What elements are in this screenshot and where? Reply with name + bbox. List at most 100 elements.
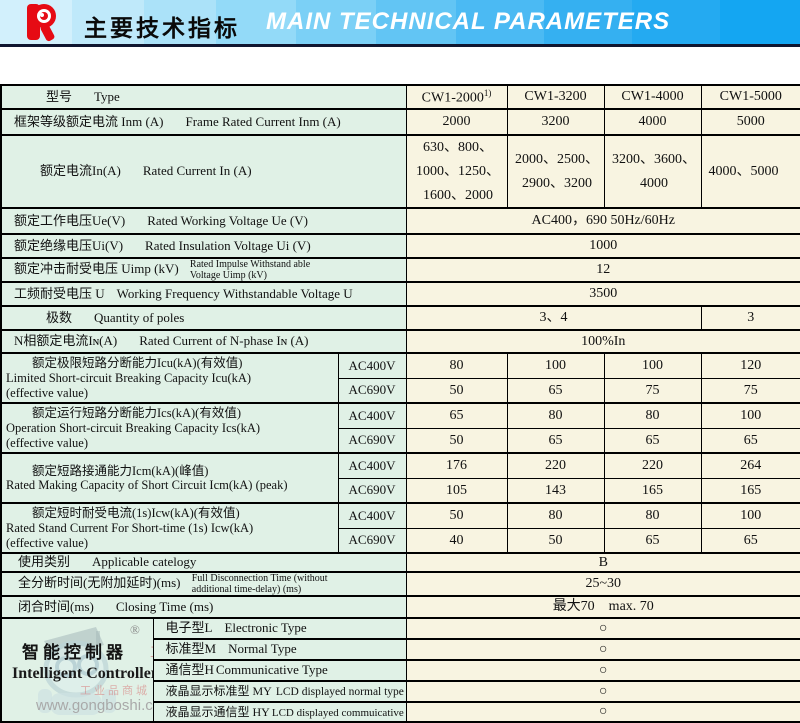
label-frame-current: 框架等级额定电流 Inm (A) Frame Rated Current Inm … [0, 108, 407, 136]
label-category: 使用类别 Applicable catelogy [0, 552, 407, 573]
row-type-lcd-normal: 液晶显示标准型 MY LCD displayed normal type ○ [1, 680, 800, 703]
power-freq-voltage-value: 3500 [405, 281, 800, 307]
type-lcd-communicative-mark: ○ [405, 701, 800, 723]
type-communicative-mark: ○ [405, 659, 800, 682]
ics-ac400v-label: AC400V [337, 402, 407, 429]
robot-mascot-icon [38, 627, 116, 716]
category-value: B [405, 552, 800, 573]
ics-690-value: 65 [506, 427, 605, 454]
watermark-brand-zh: 智能控制器 [22, 643, 127, 663]
row-poles: 极数 Quantity of poles 3、4 3 [0, 305, 800, 331]
icm-690-value: 143 [506, 477, 605, 504]
icw-690-value: 65 [603, 527, 702, 554]
rated-current-value: 4000、5000 [700, 133, 800, 209]
label-n-phase: N相额定电流Iɴ(A) Rated Current of N-phase Iɴ (… [0, 329, 407, 354]
label-icu: 额定极限短路分断能力Icu(kA)(有效值) Limited Short-cir… [0, 352, 339, 404]
icw-690-value: 65 [700, 527, 800, 554]
row-icm-400: 额定短路接通能力Icm(kA)(峰值) Rated Making Capacit… [0, 452, 800, 504]
closing-time-value: 最大70 max. 70 [405, 595, 800, 619]
type-lcd-normal-mark: ○ [405, 680, 800, 703]
working-voltage-value: AC400，690 50Hz/60Hz [405, 207, 800, 235]
header-banner: 主要技术指标 MAIN TECHNICAL PARAMETERS [0, 0, 800, 47]
label-type: 型号 Type [0, 84, 407, 110]
row-rated-current: 额定电流In(A) Rated Current In (A) 630、800、10… [0, 133, 800, 209]
icu-400-value: 100 [603, 352, 702, 379]
frame-current-value: 4000 [603, 108, 702, 136]
icm-400-value: 176 [405, 452, 508, 479]
watermark-brand-en: Intelligent Controller [12, 665, 153, 683]
icu-690-value: 65 [506, 377, 605, 404]
model-cw1-4000: CW1-4000 [603, 84, 702, 110]
parameters-table: 型号 Type CW1-20001) CW1-3200 CW1-4000 CW1-… [0, 84, 800, 723]
row-icu-400: 额定极限短路分断能力Icu(kA)(有效值) Limited Short-cir… [0, 352, 800, 404]
icu-ac400v-label: AC400V [337, 352, 407, 379]
icu-690-value: 75 [603, 377, 702, 404]
icw-690-value: 50 [506, 527, 605, 554]
icw-400-value: 80 [506, 502, 605, 529]
page-title-zh: 主要技术指标 [84, 15, 240, 41]
row-working-voltage: 额定工作电压Ue(V) Rated Working Voltage Ue (V) … [0, 207, 800, 235]
row-n-phase: N相额定电流Iɴ(A) Rated Current of N-phase Iɴ (… [0, 329, 800, 354]
watermark-overlay-zh: 工 博 士 [150, 646, 152, 662]
ics-400-value: 80 [506, 402, 605, 429]
page-title-en: MAIN TECHNICAL PARAMETERS [266, 8, 671, 35]
frame-current-value: 5000 [700, 108, 800, 136]
icw-690-value: 40 [405, 527, 508, 554]
poles-value-a: 3、4 [405, 305, 702, 331]
icu-ac690v-label: AC690V [337, 377, 407, 404]
row-ics-400: 额定运行短路分断能力Ics(kA)(有效值) Operation Short-c… [0, 402, 800, 454]
label-type-electronic: 电子型L Electronic Type [152, 617, 407, 640]
row-impulse-voltage: 额定冲击耐受电压 Uimp (kV) Rated Impulse Withsta… [0, 257, 800, 283]
row-type-communicative: 通信型H Communicative Type ○ [1, 659, 800, 682]
frame-current-value: 3200 [506, 108, 605, 136]
label-working-voltage: 额定工作电压Ue(V) Rated Working Voltage Ue (V) [0, 207, 407, 235]
ics-690-value: 50 [405, 427, 508, 454]
label-icw: 额定短时耐受电流(1s)Icw(kA)(有效值) Rated Stand Cur… [0, 502, 339, 554]
disconnection-time-value: 25~30 [405, 571, 800, 597]
ics-400-value: 80 [603, 402, 702, 429]
icm-ac400v-label: AC400V [337, 452, 407, 479]
impulse-voltage-value: 12 [405, 257, 800, 283]
poles-value-b: 3 [700, 305, 800, 331]
label-rated-current: 额定电流In(A) Rated Current In (A) [0, 133, 407, 209]
label-type-communicative: 通信型H Communicative Type [152, 659, 407, 682]
icm-400-value: 264 [700, 452, 800, 479]
label-type-lcd-normal: 液晶显示标准型 MY LCD displayed normal type [152, 680, 407, 703]
rated-current-value: 630、800、1000、1250、1600、2000 [405, 133, 508, 209]
brand-logo-icon [27, 4, 59, 43]
model-cw1-2000: CW1-20001) [405, 84, 508, 110]
icm-690-value: 105 [405, 477, 508, 504]
row-power-freq-voltage: 工频耐受电压 U Working Frequency Withstandable … [0, 281, 800, 307]
rated-current-value: 3200、3600、4000 [603, 133, 702, 209]
icm-690-value: 165 [603, 477, 702, 504]
row-frame-current: 框架等级额定电流 Inm (A) Frame Rated Current Inm … [0, 108, 800, 136]
icw-400-value: 50 [405, 502, 508, 529]
icu-400-value: 80 [405, 352, 508, 379]
icm-690-value: 165 [700, 477, 800, 504]
label-impulse-voltage: 额定冲击耐受电压 Uimp (kV) Rated Impulse Withsta… [0, 257, 407, 283]
icm-400-value: 220 [603, 452, 702, 479]
label-insulation-voltage: 额定绝缘电压Ui(V) Rated Insulation Voltage Ui (… [0, 233, 407, 259]
icw-ac690v-label: AC690V [337, 527, 407, 554]
watermark-sub-zh: 工业品商城 [80, 685, 150, 698]
row-disconnection-time: 全分断时间(无附加延时)(ms) Full Disconnection Time… [0, 571, 800, 597]
rated-current-value: 2000、2500、2900、3200 [506, 133, 605, 209]
ics-400-value: 65 [405, 402, 508, 429]
ics-ac690v-label: AC690V [337, 427, 407, 454]
label-type-normal: 标准型M Normal Type [152, 638, 407, 661]
label-power-freq-voltage: 工频耐受电压 U Working Frequency Withstandable … [0, 281, 407, 307]
watermark-cell: ® 智能控制器 工 博 士 Intelligent Controller 工业品… [0, 617, 154, 723]
row-type-normal: 标准型M Normal Type ○ [1, 638, 800, 661]
label-ics: 额定运行短路分断能力Ics(kA)(有效值) Operation Short-c… [0, 402, 339, 454]
n-phase-value: 100%In [405, 329, 800, 354]
icm-ac690v-label: AC690V [337, 477, 407, 504]
type-normal-mark: ○ [405, 638, 800, 661]
row-icu-690: AC690V 50 65 75 75 [1, 377, 800, 404]
ics-690-value: 65 [603, 427, 702, 454]
row-type: 型号 Type CW1-20001) CW1-3200 CW1-4000 CW1-… [0, 84, 800, 110]
icu-690-value: 50 [405, 377, 508, 404]
icw-ac400v-label: AC400V [337, 502, 407, 529]
watermark: ® 智能控制器 工 博 士 Intelligent Controller 工业品… [2, 620, 153, 721]
